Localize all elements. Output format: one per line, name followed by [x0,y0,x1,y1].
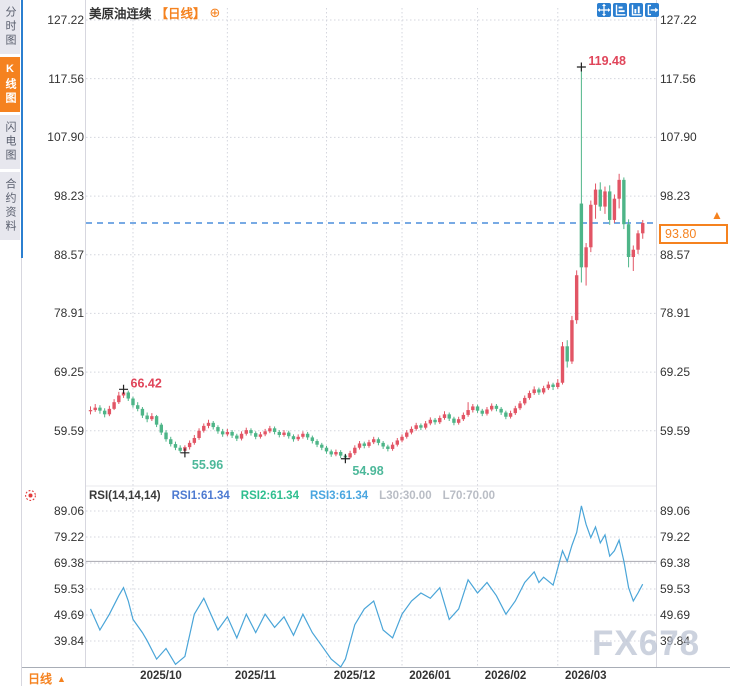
rsi-value-label: RSI3:61.34 [309,490,369,502]
axis-tick-label: 78.91 [53,306,84,321]
chart-type-tab-bar: 分时图 K线图闪电图合约资料 [0,0,21,686]
chart-canvas[interactable]: 66.42 55.96 54.98 119.48 [86,0,656,668]
bottom-axis-scale-icon [631,4,642,16]
rsi-value-label: L70:70.00 [442,490,496,502]
left-axis-scale-button[interactable] [613,3,627,17]
crosshair-pan-button[interactable] [597,3,611,17]
watermark: FX678 [592,624,701,663]
sidebar-tab-3[interactable]: 闪电图 [0,115,20,169]
date-label: 2025/10 [140,670,182,682]
axis-tick-label: 127.22 [660,13,697,27]
chart-toolbar [597,3,659,17]
axis-tick-label: 98.23 [660,189,691,204]
period-selector-arrow-icon: ▲ [57,673,66,684]
indicator-settings-icon[interactable] [24,489,37,502]
date-label: 2025/11 [234,670,276,682]
axis-tick-label: 69.25 [53,365,84,380]
rsi-value-label: RSI1:61.34 [171,490,230,502]
sidebar-tab-2[interactable]: K线图 [0,57,20,112]
axis-tick-label: 79.22 [660,529,691,544]
axis-tick-label: 107.90 [660,130,697,145]
current-price-tag: 93.80 [659,224,728,244]
axis-tick-label: 89.06 [660,504,691,518]
price-up-arrow-icon: ▲ [711,208,723,222]
sidebar-accent-line [21,0,23,258]
chart-title: 美原油连续 【日线】 ⊕ [89,3,220,22]
svg-text:54.98: 54.98 [352,464,383,478]
left-axis-divider [85,0,86,668]
axis-tick-label: 88.57 [660,247,691,262]
svg-text:119.48: 119.48 [588,54,626,68]
axis-tick-label: 59.59 [53,423,84,438]
exit-chart-icon [647,4,659,16]
add-indicator-icon[interactable]: ⊕ [209,5,221,20]
date-label: 2026/01 [409,670,451,682]
axis-tick-label: 59.53 [660,581,691,596]
axis-tick-label: 88.57 [53,247,84,262]
date-label: 2026/02 [484,670,527,682]
axis-tick-label: 98.23 [53,189,84,204]
axis-tick-label: 117.56 [660,71,696,86]
period-selector[interactable]: 日线 ▲ [28,670,66,686]
period-tag[interactable]: 【日线】 [155,7,206,21]
axis-tick-label: 79.22 [53,529,84,544]
date-label: 2025/12 [333,670,376,682]
svg-text:66.42: 66.42 [131,376,162,390]
exit-chart-button[interactable] [645,3,659,17]
axis-tick-label: 69.25 [660,365,691,380]
axis-tick-label: 117.56 [48,71,84,86]
axis-tick-label: 69.38 [53,555,84,570]
crosshair-pan-icon [597,3,611,17]
axis-tick-label: 107.90 [47,130,84,145]
axis-tick-label: 59.53 [53,581,84,596]
rsi-value-label: RSI2:61.34 [240,490,299,502]
axis-tick-label: 39.84 [660,633,691,648]
bottom-axis-scale-button[interactable] [629,3,643,17]
axis-tick-label: 78.91 [660,306,691,321]
date-label: 2026/03 [564,670,607,682]
axis-tick-label: 127.22 [47,13,84,27]
sidebar-divider [21,258,22,686]
svg-text:55.96: 55.96 [192,458,223,472]
axis-tick-label: 49.69 [660,607,691,622]
axis-tick-label: 49.69 [53,607,84,622]
left-axis-scale-icon [615,4,626,16]
rsi-params-label: RSI(14,14,14) [89,490,161,502]
date-axis-border [22,667,730,668]
period-selector-label: 日线 [28,672,53,686]
axis-tick-label: 69.38 [660,555,691,570]
axis-tick-label: 59.59 [660,423,691,438]
symbol-name: 美原油连续 [89,7,152,21]
axis-tick-label: 39.84 [53,633,84,648]
right-axis-divider [656,0,657,668]
rsi-indicator-header: RSI(14,14,14) RSI1:61.34 RSI2:61.34 RSI3:6… [89,490,495,502]
sidebar-tab-1[interactable]: 分时图 [0,0,20,54]
rsi-value-label: L30:30.00 [379,490,432,502]
sidebar-tab-4[interactable]: 合约资料 [0,172,20,240]
axis-tick-label: 89.06 [53,504,84,518]
